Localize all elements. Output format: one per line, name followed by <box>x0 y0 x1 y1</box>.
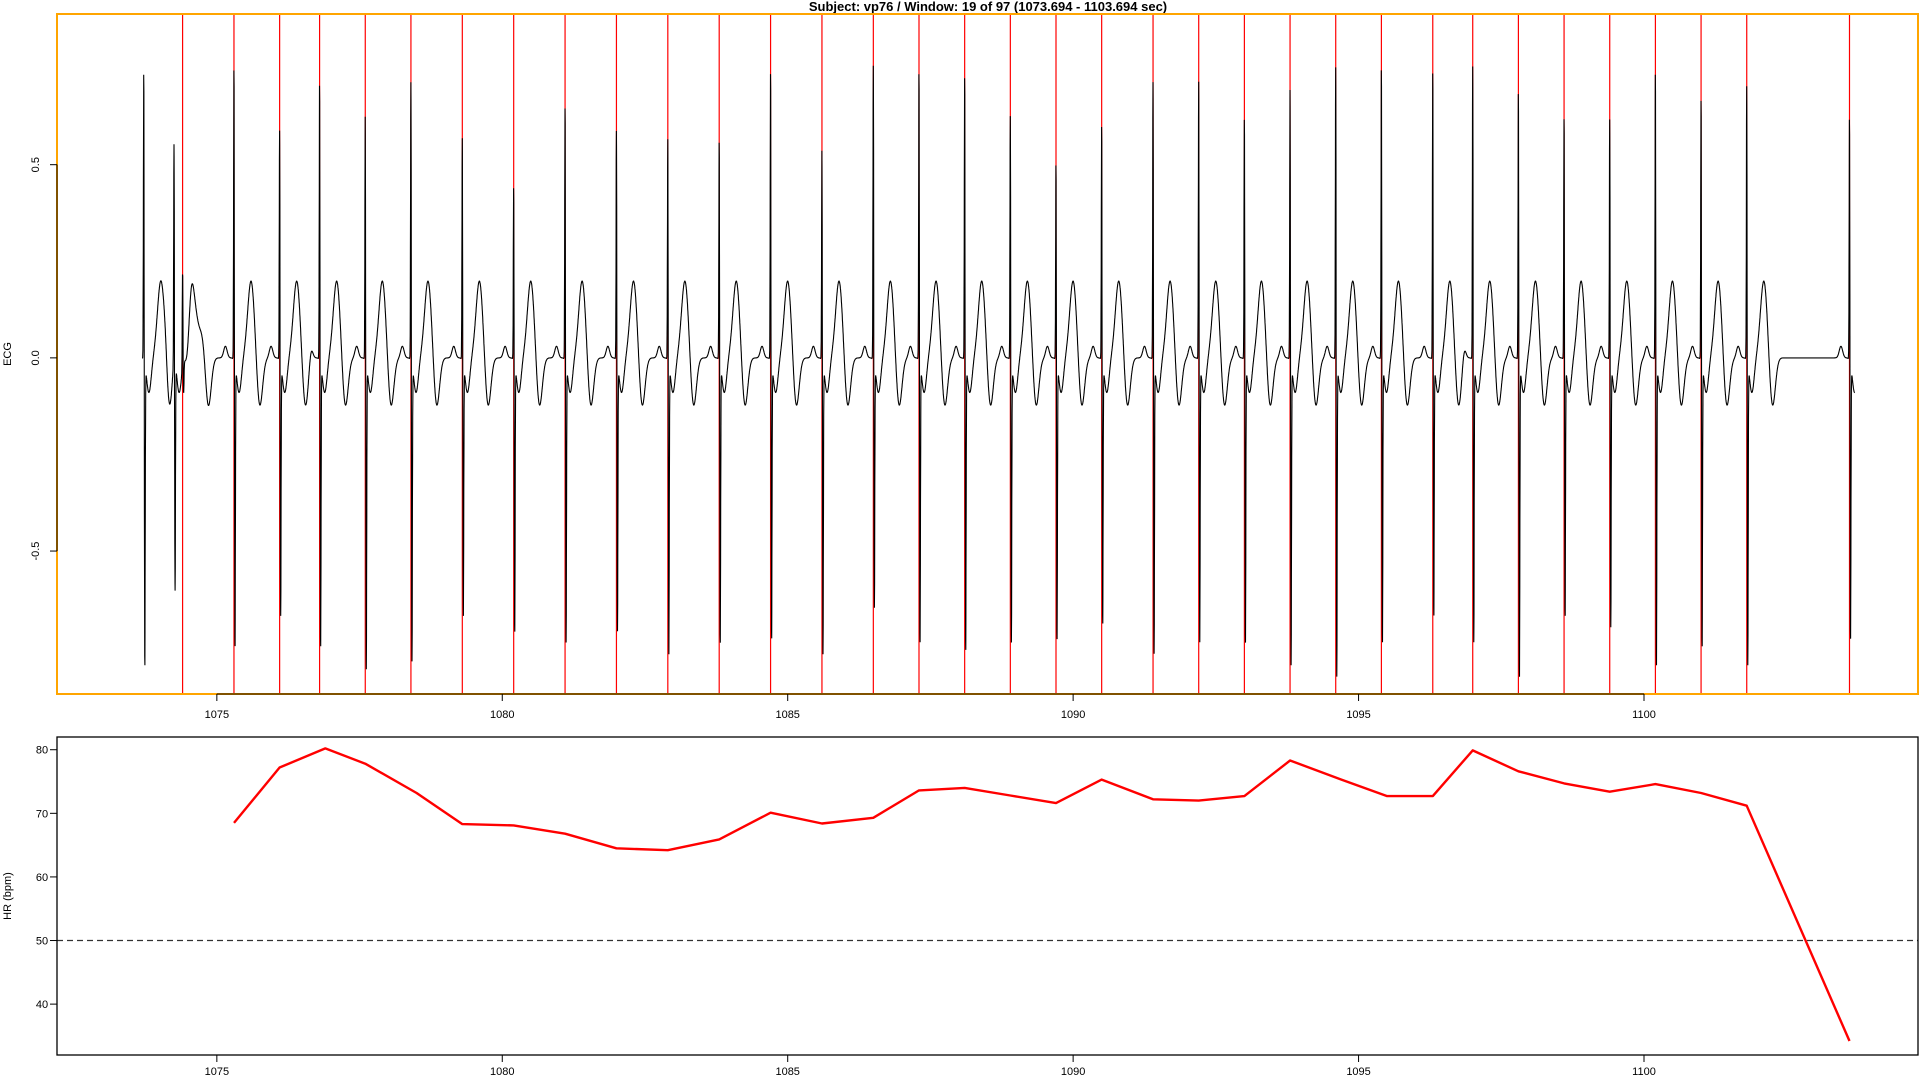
hr-y-tick-label: 70 <box>36 808 48 820</box>
hr-plot-frame <box>56 736 1919 1056</box>
ecg-x-tick-label: 1075 <box>205 709 229 721</box>
hr-x-tick-label: 1090 <box>1061 1066 1085 1078</box>
ecg-y-axis: -0.5 0.0 0.5 <box>30 157 58 561</box>
hr-panel: 1075 1080 1085 1090 1095 1100 40 50 60 70 80 HR (… <box>2 736 1919 1078</box>
ecg-y-tick-label: -0.5 <box>30 542 42 561</box>
hr-y-tick-label: 40 <box>36 999 48 1011</box>
hr-x-tick-label: 1100 <box>1632 1066 1656 1078</box>
ecg-waveform <box>141 65 1856 677</box>
ecg-y-axis-label: ECG <box>2 342 14 366</box>
hr-x-tick-label: 1075 <box>205 1066 229 1078</box>
ecg-x-tick-label: 1095 <box>1346 709 1370 721</box>
ecg-y-tick-label: 0.0 <box>30 350 42 365</box>
hr-x-tick-label: 1085 <box>775 1066 799 1078</box>
ecg-x-tick-label: 1100 <box>1632 709 1656 721</box>
ecg-x-tick-label: 1090 <box>1061 709 1085 721</box>
hr-y-tick-label: 50 <box>36 936 48 948</box>
ecg-panel: Subject: vp76 / Window: 19 of 97 (1073.6… <box>2 0 1919 721</box>
ecg-y-tick-label: 0.5 <box>30 157 42 172</box>
ecg-x-axis: 1075 1080 1085 1090 1095 1100 <box>205 693 1656 721</box>
hr-x-tick-label: 1095 <box>1346 1066 1370 1078</box>
chart-title: Subject: vp76 / Window: 19 of 97 (1073.6… <box>809 0 1167 14</box>
ecg-plot-frame <box>56 13 1919 695</box>
hr-series-line <box>233 747 1851 1042</box>
hr-x-axis: 1075 1080 1085 1090 1095 1100 <box>205 1054 1656 1078</box>
ecg-signal <box>141 65 1856 677</box>
hr-x-tick-label: 1080 <box>490 1066 514 1078</box>
hr-y-axis: 40 50 60 70 80 <box>36 745 58 1011</box>
hr-y-axis-label: HR (bpm) <box>2 872 14 920</box>
ecg-x-tick-label: 1085 <box>775 709 799 721</box>
ecg-x-tick-label: 1080 <box>490 709 514 721</box>
hr-y-tick-label: 60 <box>36 872 48 884</box>
hr-y-tick-label: 80 <box>36 745 48 757</box>
